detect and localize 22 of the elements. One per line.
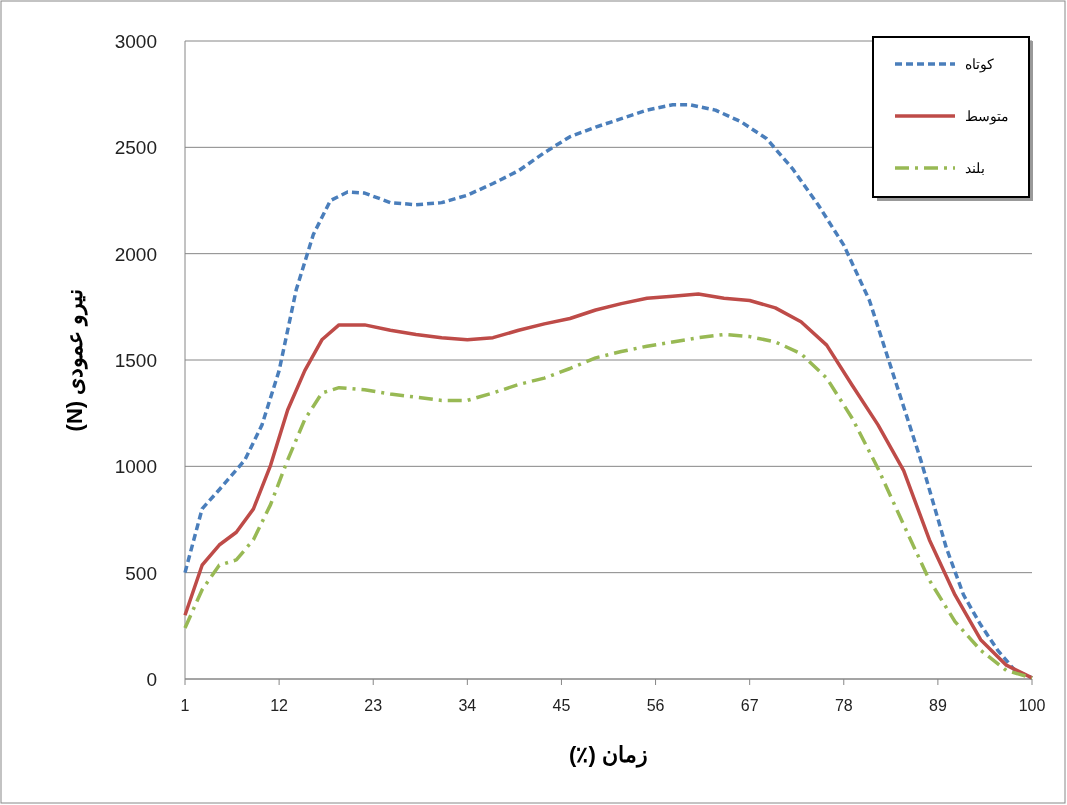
x-tick-label: 1	[180, 697, 190, 714]
x-tick-label: 34	[458, 697, 477, 714]
y-tick-label: 1000	[114, 456, 157, 478]
x-tick-label: 78	[834, 697, 853, 714]
x-axis-title: زمان (٪)	[569, 742, 648, 768]
x-tick-label: 56	[646, 697, 665, 714]
y-tick-label: 500	[125, 562, 157, 584]
y-tick-label: 0	[146, 669, 157, 690]
x-tick-label: 89	[928, 697, 947, 714]
y-tick-label: 2500	[114, 137, 157, 159]
x-tick-label: 12	[270, 697, 289, 714]
x-tick-label: 23	[364, 697, 383, 714]
legend-label: بلند	[965, 160, 985, 176]
x-tick-label: 100	[1018, 697, 1046, 714]
legend-label: متوسط	[965, 108, 1009, 125]
y-axis-title: نیرو عمودی (N)	[62, 288, 88, 432]
y-tick-label: 3000	[114, 31, 157, 52]
x-tick-label: 45	[552, 697, 571, 714]
y-tick-label: 1500	[114, 350, 157, 371]
y-tick-label: 2000	[114, 243, 157, 265]
x-tick-label: 67	[740, 697, 759, 714]
legend-label: کوتاه	[965, 56, 994, 73]
